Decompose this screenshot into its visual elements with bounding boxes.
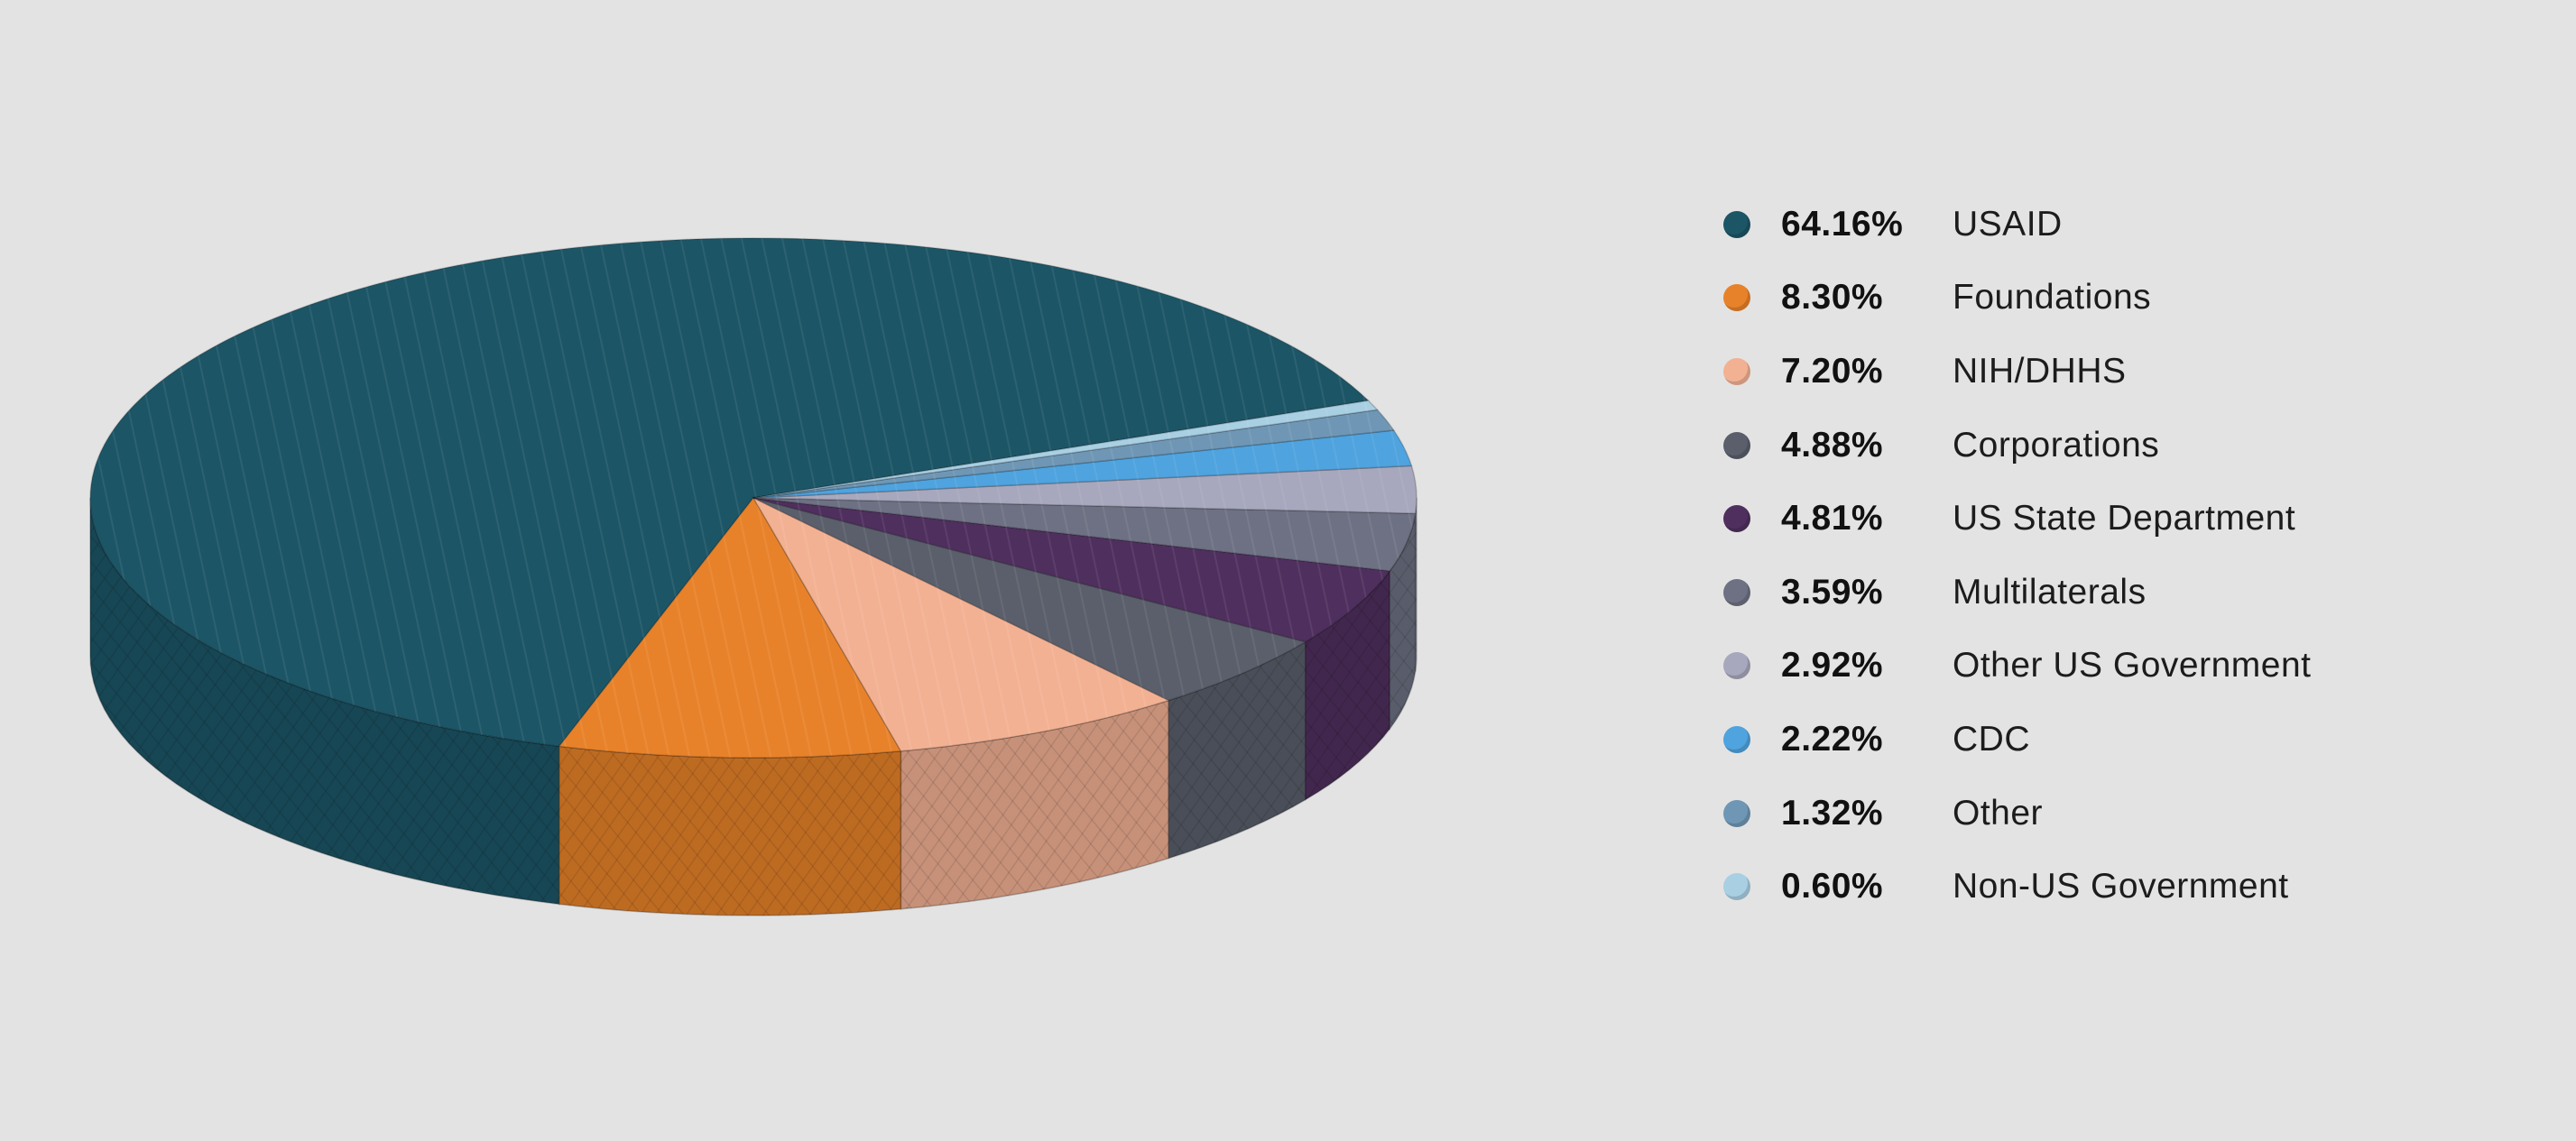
legend-swatch xyxy=(1723,652,1750,680)
legend-percent: 0.60% xyxy=(1781,867,1884,906)
legend-swatch xyxy=(1723,505,1750,533)
pie-side-crosshatch-nih-dhhs xyxy=(900,700,1169,909)
legend-label: Other xyxy=(1953,793,2044,833)
legend-swatch xyxy=(1723,431,1750,459)
legend-percent: 1.32% xyxy=(1781,793,1884,833)
pie-slice-texture-cdc xyxy=(753,430,1412,498)
pie-side-crosshatch-other-us-government xyxy=(1415,498,1417,672)
legend-item-us-state-department: 4.81% US State Department xyxy=(1723,482,2517,556)
pie-slice-texture-multilaterals xyxy=(753,498,1416,571)
legend-percent: 4.81% xyxy=(1781,499,1884,538)
pie-sides xyxy=(89,497,1417,916)
legend-label: Corporations xyxy=(1953,425,2160,465)
pie-slice-texture-non-us-government xyxy=(753,400,1378,498)
pie-side-crosshatch-us-state-department xyxy=(1305,571,1390,800)
pie-slice-texture-other-us-government xyxy=(753,465,1417,514)
legend: 64.16% USAID 8.30% Foundations 7.20% NIH/DHHS… xyxy=(1723,188,2517,924)
legend-item-foundations: 8.30% Foundations xyxy=(1723,262,2517,336)
legend-item-corporations: 4.88% Corporations xyxy=(1723,409,2517,483)
legend-label: NIH/DHHS xyxy=(1953,351,2127,391)
legend-swatch xyxy=(1723,873,1750,901)
pie-tops xyxy=(89,237,1417,759)
pie-side-crosshatch-usaid xyxy=(90,498,559,905)
legend-swatch xyxy=(1723,578,1750,606)
legend-item-cdc: 2.22% CDC xyxy=(1723,703,2517,777)
legend-swatch xyxy=(1723,725,1750,753)
legend-percent: 2.22% xyxy=(1781,719,1884,759)
legend-item-nih-dhhs: 7.20% NIH/DHHS xyxy=(1723,335,2517,409)
pie-slice-texture-usaid xyxy=(90,238,1369,747)
pie-slice-texture-other xyxy=(753,409,1394,498)
legend-item-other-us-government: 2.92% Other US Government xyxy=(1723,630,2517,704)
pie-side-crosshatch-corporations xyxy=(1168,641,1306,859)
pie-side-crosshatch-foundations xyxy=(559,746,901,916)
pie-slice-texture-us-state-department xyxy=(753,498,1390,642)
legend-percent: 7.20% xyxy=(1781,351,1884,391)
legend-swatch xyxy=(1723,357,1750,385)
legend-percent: 3.59% xyxy=(1781,572,1884,612)
legend-label: Foundations xyxy=(1953,278,2152,317)
legend-swatch xyxy=(1723,210,1750,238)
pie-side-crosshatch-multilaterals xyxy=(1390,513,1416,729)
legend-label: US State Department xyxy=(1953,499,2296,538)
legend-swatch xyxy=(1723,799,1750,827)
legend-label: USAID xyxy=(1953,204,2063,244)
pie-slice-texture-corporations xyxy=(753,498,1306,701)
legend-percent: 64.16% xyxy=(1781,204,1904,244)
legend-item-usaid: 64.16% USAID xyxy=(1723,188,2517,262)
legend-item-other: 1.32% Other xyxy=(1723,777,2517,851)
legend-swatch xyxy=(1723,284,1750,312)
legend-item-non-us-government: 0.60% Non-US Government xyxy=(1723,850,2517,924)
legend-percent: 4.88% xyxy=(1781,425,1884,465)
legend-label: CDC xyxy=(1953,719,2030,759)
legend-item-multilaterals: 3.59% Multilaterals xyxy=(1723,556,2517,630)
legend-percent: 2.92% xyxy=(1781,646,1884,686)
legend-label: Multilaterals xyxy=(1953,572,2147,612)
pie-slice-texture-foundations xyxy=(559,498,901,759)
pie-slice-texture-nih-dhhs xyxy=(753,498,1169,751)
legend-label: Other US Government xyxy=(1953,646,2312,686)
legend-label: Non-US Government xyxy=(1953,867,2289,906)
legend-percent: 8.30% xyxy=(1781,278,1884,317)
